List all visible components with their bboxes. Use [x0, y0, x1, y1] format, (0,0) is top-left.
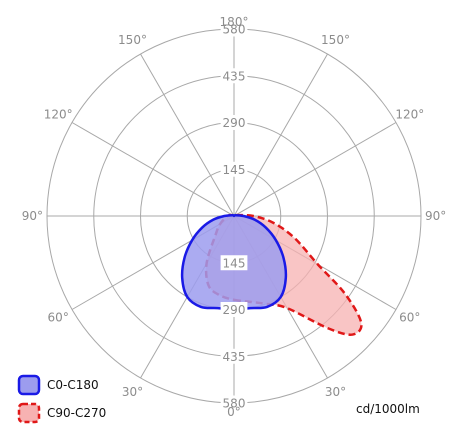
unit-label: cd/1000lm — [356, 402, 420, 416]
angle-label-30-left: 30° — [122, 385, 143, 399]
radial-tick-label-580-top: 580 — [223, 23, 246, 37]
radial-label-bg — [220, 161, 248, 177]
angle-label-180: 180° — [220, 15, 249, 29]
angle-label-30-right: 30° — [325, 385, 346, 399]
radial-label-bg — [220, 302, 248, 317]
angle-label-0: 0° — [227, 405, 241, 419]
series-layer — [180, 213, 363, 336]
angle-label-90-left: 90° — [22, 209, 43, 223]
legend-label-c0-c180: C0-C180 — [47, 378, 99, 392]
angle-label-120-left: 120° — [44, 108, 73, 122]
angle-label-90-right: 90° — [425, 209, 446, 223]
legend-swatch-c0-c180 — [17, 374, 41, 396]
radial-tick-label-290-top: 290 — [223, 116, 246, 130]
radial-tick-label-580-bottom: 580 — [223, 397, 246, 411]
legend-swatch-c90-c270 — [17, 402, 41, 424]
angle-label-150-left: 150° — [118, 33, 147, 47]
radial-label-bg — [220, 348, 248, 364]
radial-label-bg — [220, 395, 248, 411]
radial-label-bg — [220, 68, 248, 84]
axis-labels: 145145290290435435580580180°150°150°120°… — [22, 15, 447, 419]
legend-label-c90-c270: C90-C270 — [47, 406, 106, 420]
angle-label-150-right: 150° — [321, 33, 350, 47]
radial-tick-label-290-bottom: 290 — [223, 303, 246, 317]
radial-tick-label-435-top: 435 — [223, 69, 246, 83]
angle-label-60-left: 60° — [48, 311, 69, 325]
radial-tick-label-145-bottom: 145 — [223, 256, 246, 270]
radial-tick-label-145-top: 145 — [223, 163, 246, 177]
angle-label-60-right: 60° — [399, 311, 420, 325]
radial-label-bg — [220, 255, 248, 271]
legend: C0-C180 C90-C270 — [17, 374, 106, 424]
radial-label-bg — [220, 21, 248, 37]
radial-tick-label-435-bottom: 435 — [223, 350, 246, 364]
angle-label-120-right: 120° — [395, 108, 424, 122]
radial-label-bg — [220, 115, 248, 130]
